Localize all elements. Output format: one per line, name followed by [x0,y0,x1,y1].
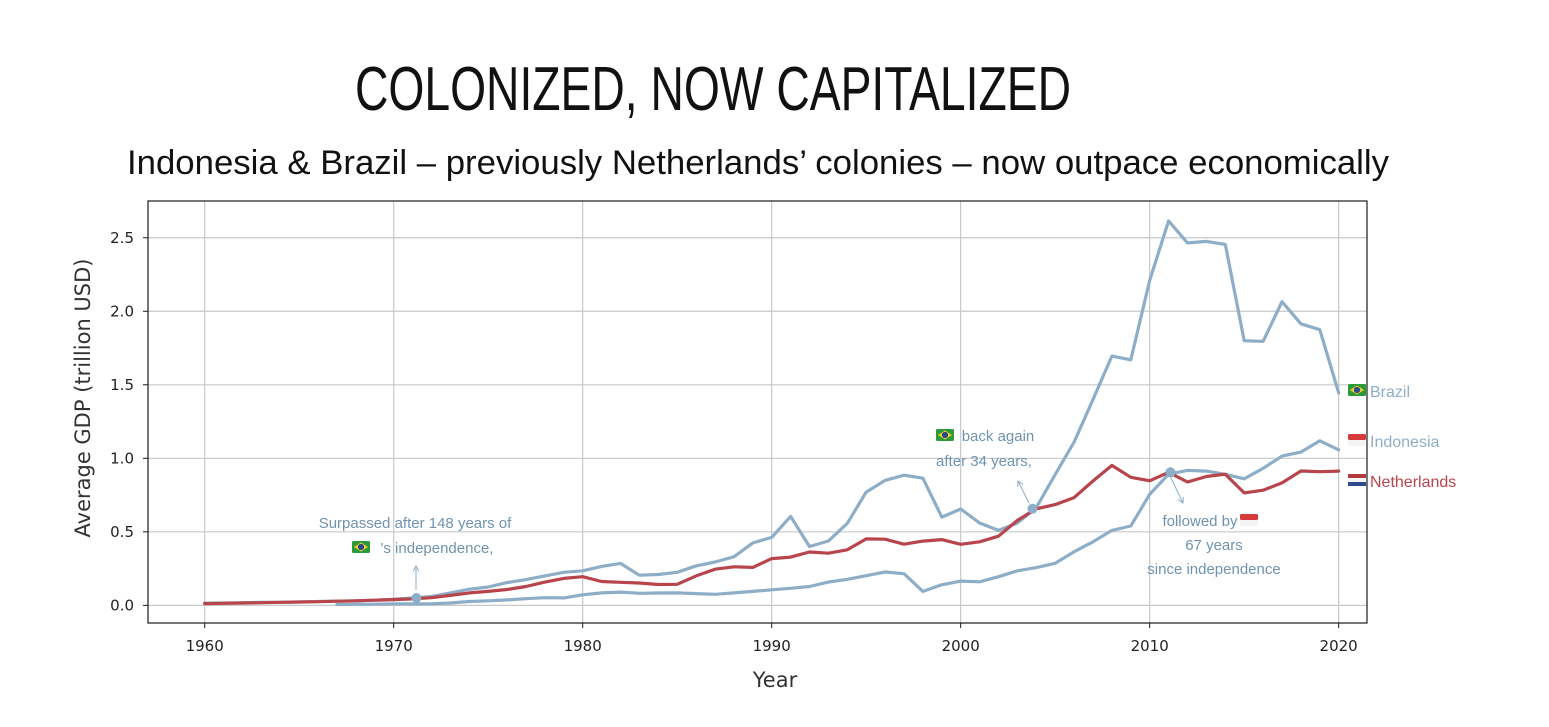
indonesia-flag-icon [1348,434,1366,446]
series-line-netherlands [203,463,1341,606]
annotation-arrow [1017,480,1030,504]
annotation-point-marker [411,593,422,604]
annotation-arrow [1169,475,1184,504]
chart-subtitle: Indonesia & Brazil – previously Netherla… [127,144,1389,182]
annotation-text: back again [962,428,1035,445]
chart-title: COLONIZED, NOW CAPITALIZED [355,55,1071,124]
legend: Brazil Indonesia Netherlands [1348,384,1456,491]
annotations: Surpassed after 148 years of 's independe… [319,428,1281,604]
annotation-arrowhead [1017,480,1024,488]
y-axis-label: Average GDP (trillion USD) [71,259,95,538]
annotation-arrowhead [412,564,420,572]
y-tick-label: 1.5 [110,376,134,394]
y-tick-label: 2.0 [110,302,134,320]
annotation-text: 67 years [1185,537,1243,554]
x-tick-label: 1980 [564,637,602,655]
legend-label: Indonesia [1370,434,1439,451]
netherlands-flag-icon [1348,474,1366,486]
legend-item-brazil: Brazil [1348,384,1410,401]
indonesia-flag-icon [1240,514,1258,526]
x-tick-label: 2000 [942,637,980,655]
annotation-text: 's independence, [381,540,494,557]
brazil-flag-icon [1348,384,1366,396]
annotation-arrowhead [1177,496,1184,504]
x-tick-label: 1970 [375,637,413,655]
legend-item-indonesia: Indonesia [1348,434,1439,451]
x-tick-label: 2010 [1131,637,1169,655]
annotation-text: since independence [1147,561,1280,578]
annotation-1: Surpassed after 148 years of 's independe… [319,515,512,604]
y-tick-label: 0.5 [110,523,134,541]
x-tick-label: 2020 [1320,637,1358,655]
annotation-text: after 34 years, [936,453,1032,470]
brazil-flag-icon [352,541,370,553]
annotation-3: followed by 67 years since independence [1147,467,1281,578]
y-tick-label: 0.0 [110,596,134,614]
grid-lines [148,201,1367,623]
annotation-point-marker [1165,467,1176,478]
y-tick-label: 1.0 [110,449,134,467]
annotation-text: Surpassed after 148 years of [319,515,512,532]
plot-frame [147,200,1368,624]
legend-item-netherlands: Netherlands [1348,474,1456,491]
axis-ticks: 1960 1970 1980 1990 2000 2010 2020 0.0 0.5 1.0 1.5… [110,229,1358,655]
brazil-flag-icon [936,429,954,441]
annotation-text: followed by [1162,513,1238,530]
annotation-2: back again after 34 years, [936,428,1038,514]
y-tick-label: 2.5 [110,229,134,247]
x-tick-label: 1960 [186,637,224,655]
x-axis-label: Year [752,668,798,692]
annotation-point-marker [1027,503,1038,514]
legend-label: Brazil [1370,384,1410,401]
x-tick-label: 1990 [753,637,791,655]
legend-label: Netherlands [1370,474,1456,491]
